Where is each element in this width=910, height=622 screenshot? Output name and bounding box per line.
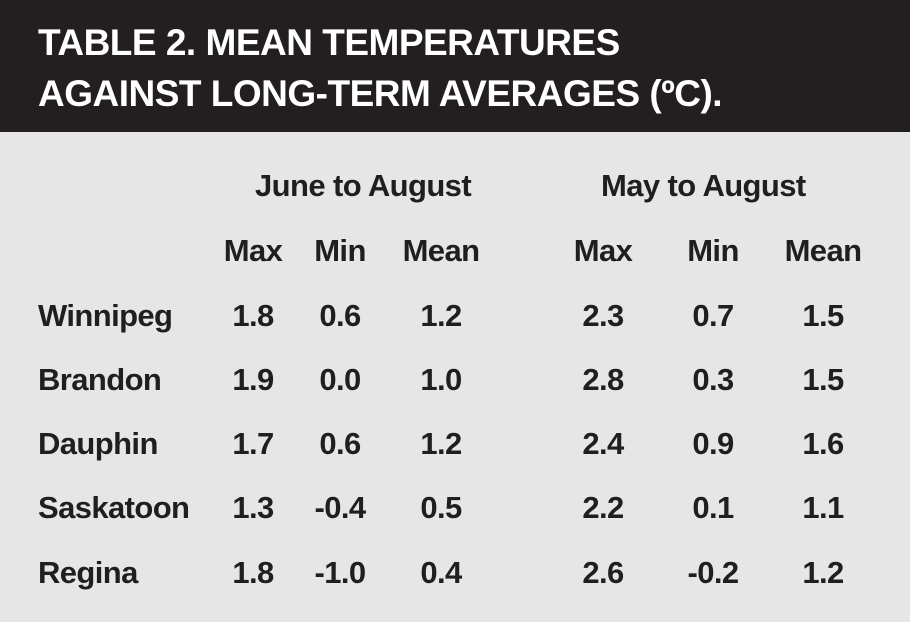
table-cell: 1.5 — [802, 298, 844, 333]
table-cell: 1.2 — [420, 426, 462, 461]
row-label: Winnipeg — [38, 298, 173, 333]
table-cell: 1.6 — [802, 426, 844, 461]
table-title-line-1: TABLE 2. MEAN TEMPERATURES — [38, 22, 620, 63]
table-cell: 2.8 — [582, 362, 624, 397]
table-cell: 1.1 — [802, 490, 844, 525]
row-label: Dauphin — [38, 426, 158, 461]
table-cell: -0.4 — [314, 490, 366, 525]
table-cell: 1.8 — [232, 298, 274, 333]
group-heading-may-august: May to August — [601, 168, 806, 203]
table-title-line-2: AGAINST LONG-TERM AVERAGES (ºC). — [38, 73, 723, 114]
table-cell: 2.3 — [582, 298, 624, 333]
row-label: Regina — [38, 555, 138, 590]
column-header-mean: Mean — [402, 233, 480, 268]
column-header-min: Min — [314, 233, 366, 268]
table-cell: 1.9 — [232, 362, 274, 397]
table-cell: 0.7 — [692, 298, 734, 333]
table-cell: 2.6 — [582, 555, 624, 590]
group-heading-june-august: June to August — [255, 168, 472, 203]
table-cell: -0.2 — [687, 555, 739, 590]
table-header-banner: TABLE 2. MEAN TEMPERATURES AGAINST LONG-… — [0, 0, 910, 132]
table-cell: 2.4 — [582, 426, 624, 461]
table-cell: 0.6 — [319, 426, 361, 461]
table-cell: 0.9 — [692, 426, 734, 461]
table-cell: 1.8 — [232, 555, 274, 590]
row-label: Saskatoon — [38, 490, 190, 525]
column-header-mean: Mean — [784, 233, 862, 268]
table-cell: 0.5 — [420, 490, 462, 525]
table-cell: 1.3 — [232, 490, 274, 525]
table-cell: 0.6 — [319, 298, 361, 333]
table-cell: 0.3 — [692, 362, 734, 397]
column-header-max: Max — [223, 233, 283, 268]
table-cell: 0.4 — [420, 555, 462, 590]
table-cell: 0.0 — [319, 362, 361, 397]
row-label: Brandon — [38, 362, 162, 397]
table-cell: 1.0 — [420, 362, 462, 397]
table-cell: 1.2 — [420, 298, 462, 333]
table-cell: -1.0 — [314, 555, 366, 590]
column-header-min: Min — [687, 233, 739, 268]
table-cell: 1.5 — [802, 362, 844, 397]
table-cell: 2.2 — [582, 490, 624, 525]
table-cell: 1.7 — [232, 426, 274, 461]
table-cell: 0.1 — [692, 490, 734, 525]
table-cell: 1.2 — [802, 555, 844, 590]
column-header-max: Max — [573, 233, 633, 268]
